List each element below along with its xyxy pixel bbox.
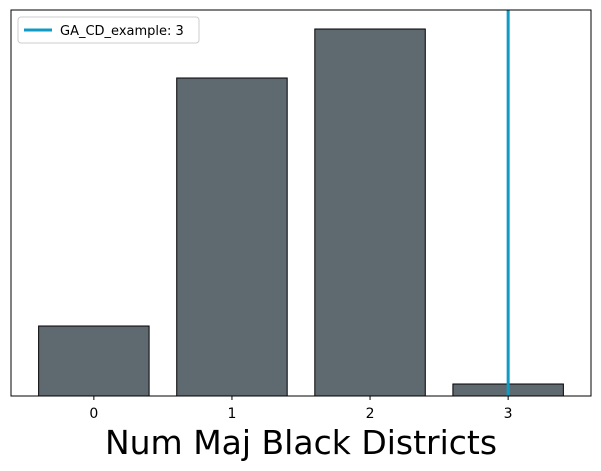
x-ticks [93,396,509,400]
x-tick-label-3: 3 [504,406,513,422]
x-axis-label: Num Maj Black Districts [105,423,497,462]
bar-1 [176,77,288,397]
x-tick-labels: 0 1 2 3 [89,406,512,422]
legend-box [17,16,200,44]
x-tick-label-1: 1 [227,406,236,422]
bar-2 [314,28,426,397]
bars [38,28,564,397]
legend-entry-label: GA_CD_example: 3 [60,24,184,39]
axes-frame [10,9,592,397]
legend: GA_CD_example: 3 [17,16,200,44]
bar-0 [38,325,150,397]
x-tick-label-2: 2 [366,406,375,422]
x-tick-label-0: 0 [89,406,98,422]
